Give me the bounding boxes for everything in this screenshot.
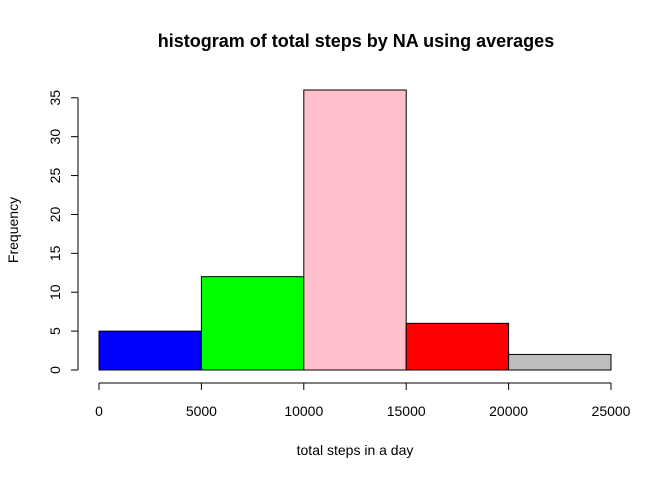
- x-tick-label: 0: [95, 403, 103, 419]
- y-tick-label: 5: [47, 327, 63, 335]
- y-tick-label: 25: [47, 168, 63, 184]
- y-tick-label: 30: [47, 129, 63, 145]
- y-tick-label: 35: [47, 90, 63, 106]
- x-tick-label: 5000: [186, 403, 217, 419]
- y-tick-label: 20: [47, 206, 63, 222]
- histogram-bar-3: [405, 322, 510, 371]
- histogram-bar-2: [303, 89, 407, 371]
- chart-title: histogram of total steps by NA using ave…: [158, 31, 554, 51]
- x-axis-label: total steps in a day: [297, 442, 414, 458]
- histogram-bar-0: [98, 330, 202, 371]
- histogram-bar-4: [508, 353, 612, 371]
- x-tick-label: 20000: [489, 403, 528, 419]
- x-tick-label: 15000: [387, 403, 426, 419]
- histogram-bar-1: [200, 276, 305, 371]
- y-axis-label: Frequency: [5, 197, 21, 263]
- y-axis: 0 5 10 15 20 25 30 35: [47, 90, 79, 374]
- x-tick-label: 10000: [284, 403, 323, 419]
- x-tick-label: 25000: [592, 403, 631, 419]
- x-axis: 0 5000 10000 15000 20000 25000: [95, 382, 631, 419]
- histogram-bars: [98, 89, 612, 371]
- y-tick-label: 15: [47, 245, 63, 261]
- y-tick-label: 0: [47, 366, 63, 374]
- y-tick-label: 10: [47, 284, 63, 300]
